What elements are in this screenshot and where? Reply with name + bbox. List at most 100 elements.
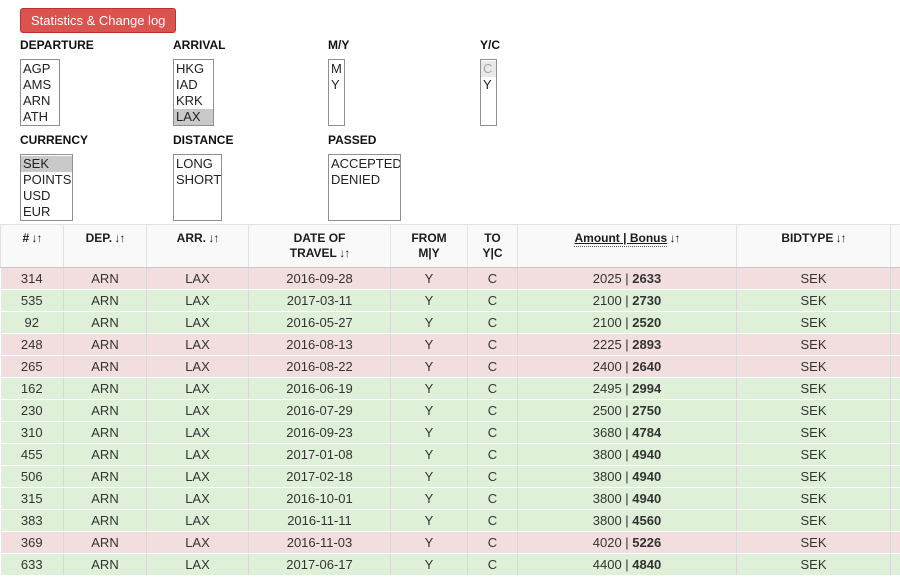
cell-amount: 3800 | 4560 [517,509,737,532]
cell-id: 265 [0,355,64,378]
sort-icon: ↓↑ [833,231,847,245]
cell-id: 162 [0,377,64,400]
cell-extra [890,443,900,466]
column-header-date[interactable]: DATE OF TRAVEL ↓↑ [248,224,391,268]
column-header-id[interactable]: # ↓↑ [0,224,64,268]
option-agp[interactable]: AGP [23,61,51,76]
cell-id: 92 [0,311,64,334]
cell-amount: 2100 | 2730 [517,289,737,312]
column-label-arr: ARR. [176,231,206,245]
bonus-value: 4940 [632,469,662,484]
cell-dep: ARN [63,443,147,466]
bonus-value: 5226 [632,535,662,550]
option-denied[interactable]: DENIED [331,172,381,187]
sort-icon: ↓↑ [29,231,43,245]
column-header-extra [890,224,900,268]
bonus-value: 4560 [632,513,662,528]
listbox-distance[interactable]: LONG SHORT [173,154,222,221]
cell-date: 2016-06-19 [248,377,391,400]
cell-to: C [467,333,518,356]
cell-extra [890,421,900,444]
cell-bidtype: SEK [736,553,891,576]
cell-from: Y [390,531,468,554]
cell-dep: ARN [63,465,147,488]
cell-amount: 3800 | 4940 [517,465,737,488]
statistics-change-log-button[interactable]: Statistics & Change log [20,8,177,33]
listbox-departure[interactable]: AGP AMS ARN ATH [20,59,60,126]
cell-extra [890,333,900,356]
option-iad[interactable]: IAD [176,77,198,92]
bonus-value: 4940 [632,491,662,506]
cell-extra [890,289,900,312]
bids-table-wrap: # ↓↑ DEP. ↓↑ ARR. ↓↑ DATE OF TRAVEL ↓↑ FROM M|… [0,224,900,582]
cell-id: 314 [0,267,64,290]
cell-to: C [467,399,518,422]
option-arn[interactable]: ARN [23,93,51,108]
cell-extra [890,487,900,510]
column-label-from: FROM M|Y [411,231,447,260]
option-y[interactable]: Y [483,77,492,92]
cell-amount: 2025 | 2633 [517,267,737,290]
listbox-passed[interactable]: ACCEPTED DENIED [328,154,401,221]
cell-dep: ARN [63,333,147,356]
cell-date: 2016-07-29 [248,399,391,422]
option-accepted[interactable]: ACCEPTED [331,156,401,171]
option-points[interactable]: POINTS [23,172,72,187]
column-label-dep: DEP. [85,231,113,245]
filter-group-passed: PASSED ACCEPTED DENIED [328,133,401,221]
cell-arr: LAX [146,399,249,422]
listbox-arrival[interactable]: HKG IAD KRK LAX [173,59,214,126]
column-label-amount: Amount | Bonus [574,231,668,247]
cell-from: Y [390,553,468,576]
table-row: 506 ARN LAX 2017-02-18 Y C 3800 | 4940 SEK [0,465,900,488]
table-header-row: # ↓↑ DEP. ↓↑ ARR. ↓↑ DATE OF TRAVEL ↓↑ FROM M|… [0,224,900,268]
sort-icon: ↓↑ [112,231,125,245]
cell-date: 2017-06-17 [248,553,391,576]
cell-amount: 2500 | 2750 [517,399,737,422]
cell-bidtype: SEK [736,289,891,312]
cell-from: Y [390,377,468,400]
table-row: 248 ARN LAX 2016-08-13 Y C 2225 | 2893 SEK [0,333,900,356]
cell-arr: LAX [146,553,249,576]
listbox-currency[interactable]: SEK POINTS USD EUR [20,154,73,221]
option-lax[interactable]: LAX [174,109,213,125]
cell-dep: ARN [63,267,147,290]
option-m[interactable]: M [331,61,342,76]
table-body: 314 ARN LAX 2016-09-28 Y C 2025 | 2633 SEK 535 AR… [0,267,900,576]
cell-bidtype: SEK [736,311,891,334]
cell-bidtype: SEK [736,399,891,422]
column-header-dep[interactable]: DEP. ↓↑ [63,224,147,268]
cell-date: 2017-02-18 [248,465,391,488]
column-header-amount[interactable]: Amount | Bonus ↓↑ [517,224,737,268]
option-hkg[interactable]: HKG [176,61,205,76]
option-usd[interactable]: USD [23,188,51,203]
bonus-value: 2633 [632,271,662,286]
cell-extra [890,267,900,290]
table-row: 369 ARN LAX 2016-11-03 Y C 4020 | 5226 SEK [0,531,900,554]
option-c[interactable]: C [481,61,496,77]
column-header-arr[interactable]: ARR. ↓↑ [146,224,249,268]
column-header-bidtype[interactable]: BIDTYPE ↓↑ [736,224,891,268]
option-y[interactable]: Y [331,77,340,92]
cell-to: C [467,509,518,532]
cell-bidtype: SEK [736,487,891,510]
table-row: 633 ARN LAX 2017-06-17 Y C 4400 | 4840 SEK [0,553,900,576]
option-krk[interactable]: KRK [176,93,203,108]
option-ams[interactable]: AMS [23,77,52,92]
cell-arr: LAX [146,311,249,334]
option-eur[interactable]: EUR [23,204,51,219]
sort-icon: ↓↑ [667,231,681,245]
option-sek[interactable]: SEK [21,156,72,172]
option-long[interactable]: LONG [176,156,213,171]
cell-arr: LAX [146,465,249,488]
option-ath[interactable]: ATH [23,109,49,124]
cell-amount: 2400 | 2640 [517,355,737,378]
option-short[interactable]: SHORT [176,172,222,187]
filter-label-distance: DISTANCE [173,133,234,147]
cell-from: Y [390,399,468,422]
cell-amount: 2225 | 2893 [517,333,737,356]
cell-date: 2016-08-22 [248,355,391,378]
